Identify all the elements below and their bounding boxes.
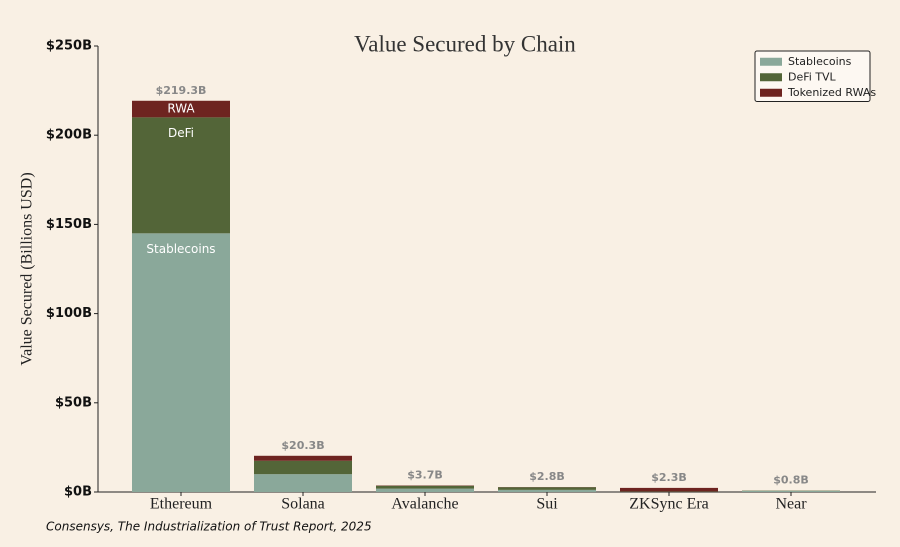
bar-segment <box>376 485 474 489</box>
segment-label: RWA <box>167 102 195 116</box>
y-tick-label: $100B <box>46 306 92 321</box>
x-tick-label: Sui <box>536 496 558 513</box>
bar-segment <box>742 490 840 492</box>
bar-segment <box>254 474 352 492</box>
total-label: $0.8B <box>773 474 809 487</box>
source-note: Consensys, The Industrialization of Trus… <box>46 520 372 534</box>
legend-swatch <box>760 88 782 97</box>
total-label: $3.7B <box>407 468 443 481</box>
total-label: $2.8B <box>529 470 565 483</box>
x-tick-label: Near <box>775 496 807 513</box>
bar-segment <box>132 117 230 234</box>
y-tick-label: $50B <box>55 395 92 410</box>
chart-title: Value Secured by Chain <box>354 31 576 56</box>
legend-label: Stablecoins <box>788 55 852 68</box>
bar-segment <box>620 487 718 492</box>
legend-swatch <box>760 57 782 66</box>
x-tick-label: Ethereum <box>150 496 213 513</box>
y-tick-label: $200B <box>46 128 92 143</box>
segment-label: DeFi <box>168 126 194 140</box>
total-label: $2.3B <box>651 471 687 484</box>
bar-segment <box>132 233 230 492</box>
x-tick-label: Avalanche <box>391 496 458 513</box>
y-axis-label: Value Secured (Billions USD) <box>19 172 36 365</box>
x-tick-label: ZKSync Era <box>629 496 709 513</box>
legend-box <box>754 50 871 102</box>
bar-segment <box>254 455 352 461</box>
total-label: $20.3B <box>281 439 324 452</box>
bar-segment <box>132 100 230 118</box>
y-tick-label: $0B <box>64 485 92 500</box>
legend-swatch <box>760 73 782 82</box>
segment-label: Stablecoins <box>146 242 215 256</box>
bar-segment <box>254 460 352 475</box>
bar-segment <box>498 487 596 490</box>
total-label: $219.3B <box>156 84 207 97</box>
bar-segment <box>498 489 596 492</box>
bar-segment <box>376 488 474 492</box>
legend-label: Tokenized RWAs <box>787 86 876 99</box>
y-tick-label: $150B <box>46 217 92 232</box>
legend-label: DeFi TVL <box>788 70 837 83</box>
y-tick-label: $250B <box>46 39 92 54</box>
x-tick-label: Solana <box>281 496 325 513</box>
